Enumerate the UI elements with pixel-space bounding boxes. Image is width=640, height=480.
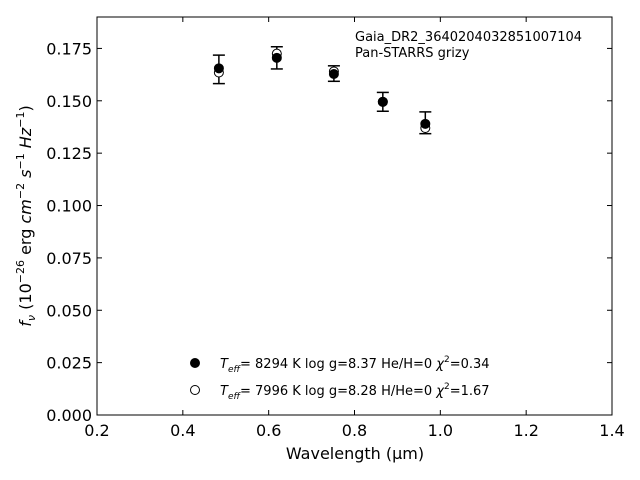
x-axis-label: Wavelength (μm)	[286, 444, 424, 463]
x-tick-label: 1.2	[513, 421, 538, 440]
model-point-filled	[213, 63, 224, 74]
y-tick-label: 0.050	[46, 301, 92, 320]
y-tick-label: 0.025	[46, 354, 92, 373]
x-tick-label: 1.4	[599, 421, 624, 440]
plot-area	[212, 45, 432, 135]
legend-entry: Teff= 8294 K log g=8.37 He/H=0 χ2=0.34	[220, 355, 490, 375]
y-tick-label: 0.100	[46, 197, 92, 216]
y-tick-label: 0.125	[46, 144, 92, 163]
x-tick-label: 0.6	[256, 421, 281, 440]
object-annotation: Gaia_DR2_3640204032851007104 Pan-STARRS …	[355, 30, 582, 61]
y-tick-label: 0.150	[46, 92, 92, 111]
model-point-filled	[328, 68, 339, 79]
survey-label: Pan-STARRS grizy	[355, 46, 470, 61]
object-id-label: Gaia_DR2_3640204032851007104	[355, 30, 582, 45]
legend: Teff= 8294 K log g=8.37 He/H=0 χ2=0.34 Te…	[190, 355, 490, 402]
axes: 0.2 0.4 0.6 0.8 1.0 1.2 1.4 0.000 0.025 0.050 0.07…	[46, 16, 625, 440]
model-point-filled	[271, 52, 282, 63]
model-point-filled	[420, 118, 431, 129]
legend-marker-open	[190, 385, 200, 395]
y-tick-label: 0.000	[46, 406, 92, 425]
y-axis-label: fν (10−26 erg cm−2 s−1 Hz−1)	[14, 105, 38, 326]
x-tick-label: 0.4	[170, 421, 195, 440]
x-tick-label: 0.2	[84, 421, 109, 440]
x-tick-label: 0.8	[342, 421, 367, 440]
y-tick-label: 0.075	[46, 249, 92, 268]
legend-marker-filled	[190, 358, 200, 368]
x-tick-label: 1.0	[428, 421, 453, 440]
y-tick-label: 0.175	[46, 39, 92, 58]
model-point-filled	[377, 96, 388, 107]
legend-entry: Teff= 7996 K log g=8.28 H/He=0 χ2=1.67	[220, 382, 490, 402]
